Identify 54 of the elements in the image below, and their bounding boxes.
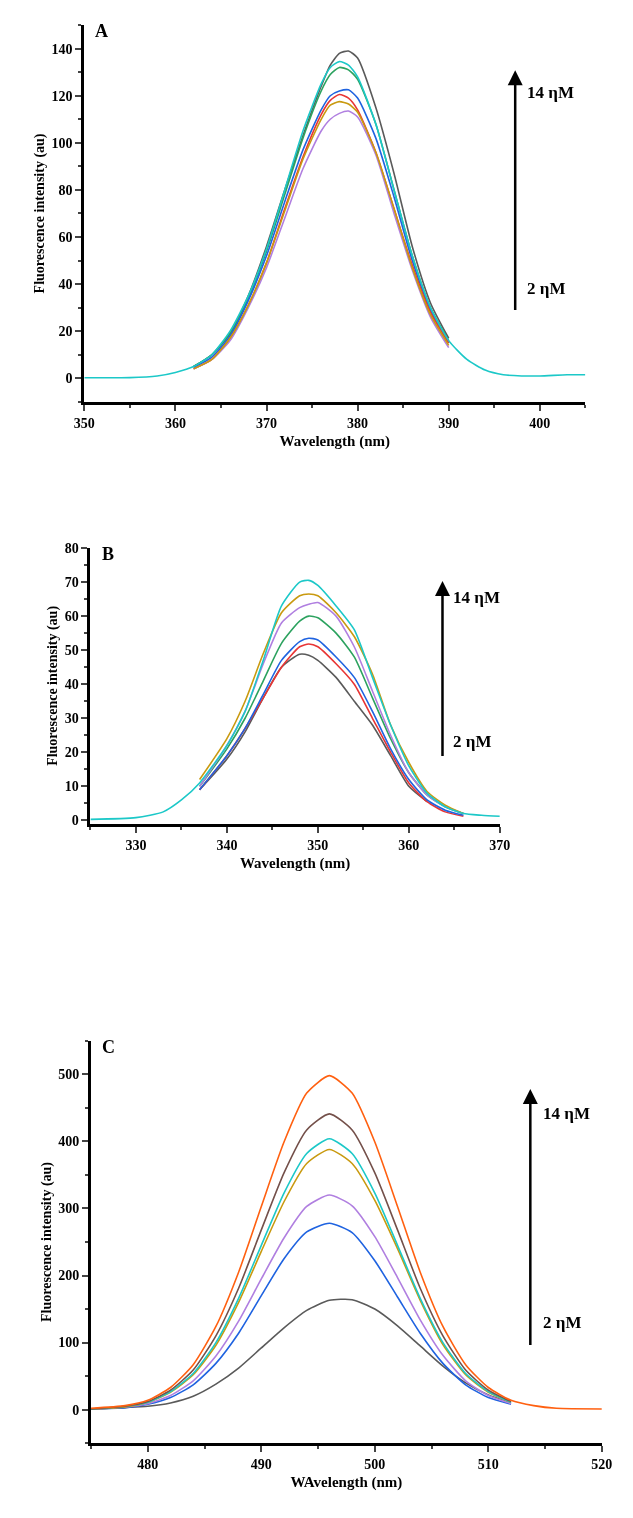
y-tick-label: 40 [64, 677, 79, 693]
x-tick-label: 480 [137, 1456, 159, 1472]
x-tick-label: 380 [347, 415, 369, 431]
x-axis-title: WAvelength (nm) [290, 1473, 403, 1491]
x-tick-label: 350 [307, 837, 329, 853]
y-tick-label: 10 [64, 779, 79, 795]
x-axis-title: Wavelength (nm) [279, 432, 391, 450]
x-tick-label: 360 [164, 415, 186, 431]
y-tick-label: 100 [51, 135, 73, 151]
y-tick-label: 50 [64, 643, 79, 659]
annotation: 2 ηM [453, 732, 492, 751]
y-tick-label: 300 [58, 1201, 80, 1217]
x-tick-label: 490 [250, 1456, 272, 1472]
y-tick-label: 20 [58, 324, 73, 340]
y-tick-label: 70 [64, 574, 79, 590]
annotation: 2 ηM [543, 1313, 582, 1332]
y-tick-label: 140 [51, 41, 73, 57]
x-tick-label: 360 [398, 837, 420, 853]
x-tick-label: 330 [125, 837, 147, 853]
y-tick-label: 500 [58, 1067, 80, 1083]
y-tick-label: 120 [51, 88, 73, 104]
x-tick-label: 350 [73, 415, 95, 431]
annotation: 2 ηM [527, 279, 566, 298]
x-tick-label: 500 [364, 1456, 386, 1472]
annotation: 14 ηM [543, 1104, 590, 1123]
y-tick-label: 20 [64, 745, 79, 761]
y-tick-label: 200 [58, 1268, 80, 1284]
y-tick-label: 0 [71, 813, 79, 829]
chart-title: B [102, 544, 115, 564]
y-axis-title: Fluorescence intensity (au) [32, 133, 49, 294]
x-tick-label: 510 [477, 1456, 499, 1472]
y-tick-label: 0 [65, 371, 73, 387]
y-tick-label: 400 [58, 1134, 80, 1150]
y-tick-label: 30 [64, 711, 79, 727]
y-axis-title: Fluorescence intensity (au) [38, 1161, 55, 1322]
x-tick-label: 390 [438, 415, 460, 431]
annotation: 14 ηM [453, 588, 500, 607]
y-tick-label: 60 [64, 609, 79, 624]
x-tick-label: 370 [489, 837, 511, 853]
x-tick-label: 400 [529, 415, 551, 431]
y-tick-label: 100 [58, 1335, 80, 1351]
y-tick-label: 80 [64, 540, 79, 556]
x-axis-title: Wavelength (nm) [239, 854, 351, 872]
chart-title: A [95, 21, 108, 41]
y-axis-title: Fluorescence intensity (au) [45, 605, 62, 766]
y-tick-label: 60 [58, 229, 73, 245]
y-tick-label: 80 [58, 182, 73, 198]
x-tick-label: 340 [216, 837, 238, 853]
annotation: 14 ηM [527, 83, 574, 102]
y-tick-label: 40 [58, 277, 73, 292]
x-tick-label: 370 [256, 415, 278, 431]
chart-title: C [102, 1037, 115, 1057]
y-tick-label: 0 [72, 1402, 80, 1418]
x-tick-label: 520 [591, 1456, 613, 1472]
